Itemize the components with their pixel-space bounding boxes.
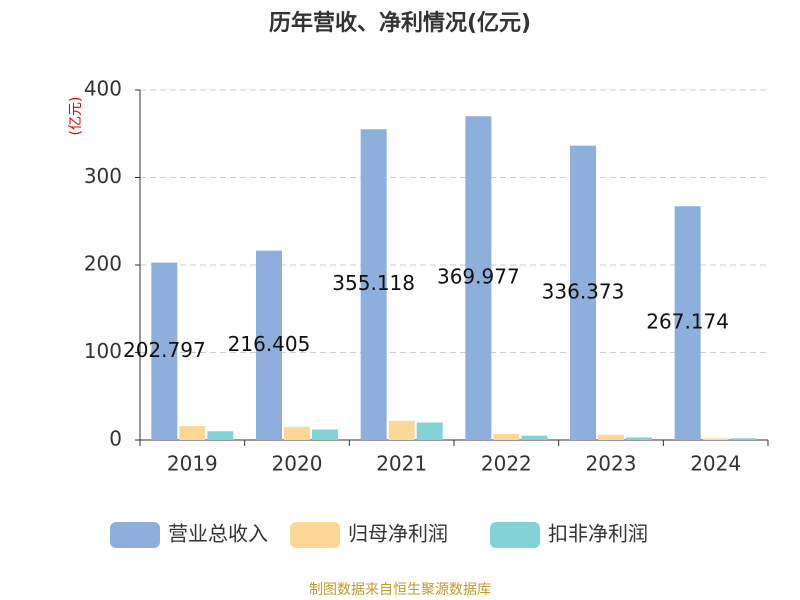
y-tick-label: 200	[84, 252, 122, 276]
legend-swatch	[490, 522, 540, 548]
bar	[598, 434, 624, 440]
legend-swatch	[290, 522, 340, 548]
data-label: 216.405	[228, 332, 311, 356]
data-label: 202.797	[123, 338, 206, 362]
y-axis-label: (亿元)	[68, 97, 84, 136]
bar	[284, 426, 310, 440]
legend-swatch	[110, 522, 160, 548]
bar	[207, 431, 234, 440]
bar	[179, 426, 206, 440]
legend-label: 扣非净利润	[548, 522, 648, 546]
y-tick-label: 0	[109, 427, 122, 451]
bar	[570, 145, 596, 440]
y-tick-label: 400	[84, 77, 122, 101]
x-tick-label: 2023	[586, 452, 637, 476]
data-label: 369.977	[437, 265, 520, 289]
bar	[730, 438, 757, 440]
bar	[312, 429, 338, 440]
bar	[521, 435, 548, 440]
chart-title: 历年营收、净利情况(亿元)	[269, 10, 531, 36]
bar	[674, 206, 701, 440]
x-tick-label: 2022	[481, 452, 532, 476]
bar	[465, 116, 492, 440]
source-note: 制图数据来自恒生聚源数据库	[309, 582, 491, 598]
data-label: 336.373	[542, 279, 625, 303]
bar	[360, 129, 387, 441]
legend-label: 营业总收入	[168, 522, 268, 546]
bar	[626, 437, 652, 440]
x-tick-label: 2020	[272, 452, 323, 476]
y-tick-label: 100	[84, 339, 122, 363]
x-tick-label: 2019	[167, 452, 218, 476]
bar	[416, 422, 443, 440]
x-tick-label: 2021	[376, 452, 427, 476]
data-label: 267.174	[646, 310, 729, 334]
bar	[493, 433, 520, 440]
y-tick-label: 300	[84, 164, 122, 188]
bar	[256, 250, 282, 440]
bar	[388, 420, 415, 440]
x-tick-label: 2024	[690, 452, 741, 476]
bar	[702, 438, 729, 440]
data-label: 355.118	[332, 271, 415, 295]
bar	[151, 262, 178, 440]
legend-label: 归母净利润	[348, 522, 448, 546]
